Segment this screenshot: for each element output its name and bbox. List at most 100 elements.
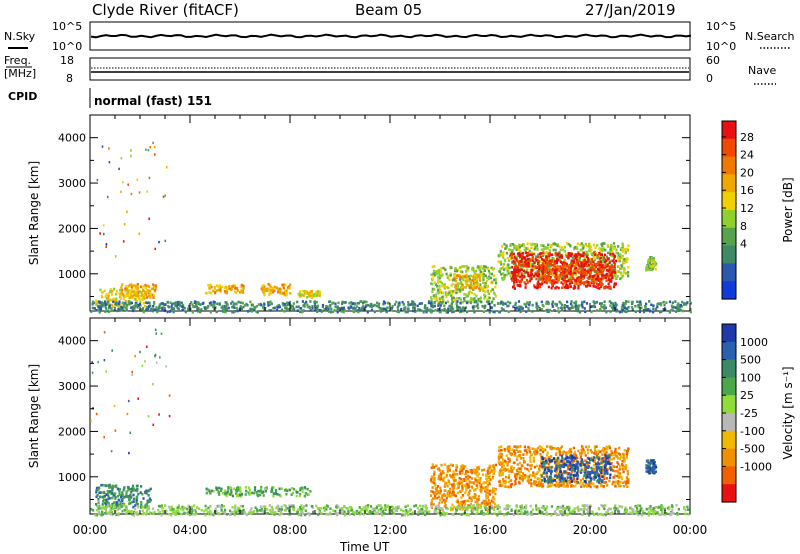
data-cell xyxy=(603,304,606,307)
data-cell xyxy=(585,478,588,482)
data-cell xyxy=(136,489,139,493)
data-cell xyxy=(649,261,652,264)
data-cell xyxy=(433,271,437,274)
data-cell xyxy=(120,190,122,193)
data-cell xyxy=(301,293,304,297)
data-cell xyxy=(614,480,618,484)
data-cell xyxy=(603,457,606,460)
data-cell xyxy=(647,261,650,264)
data-cell xyxy=(505,252,509,255)
data-cell xyxy=(118,305,121,308)
data-cell xyxy=(538,277,541,280)
data-cell xyxy=(131,294,134,298)
data-cell xyxy=(581,277,585,281)
data-cell xyxy=(544,276,547,279)
data-cell xyxy=(501,465,504,469)
data-cell xyxy=(533,261,536,265)
data-cell xyxy=(605,255,609,258)
data-cell xyxy=(153,289,156,293)
data-cell xyxy=(543,478,546,481)
data-cell xyxy=(446,494,450,498)
data-cell xyxy=(612,480,615,484)
data-cell xyxy=(602,258,605,262)
data-cell xyxy=(103,289,106,293)
data-cell xyxy=(494,463,498,467)
data-cell xyxy=(241,284,244,287)
data-cell xyxy=(520,477,523,481)
data-cell xyxy=(114,506,117,509)
data-cell xyxy=(324,308,327,312)
data-cell xyxy=(287,285,290,289)
data-cell xyxy=(624,251,627,255)
data-cell xyxy=(149,293,152,296)
data-cell xyxy=(479,503,482,506)
data-cell xyxy=(476,475,479,478)
data-cell xyxy=(504,485,507,488)
data-cell xyxy=(600,255,603,259)
data-cell xyxy=(156,309,159,312)
data-cell xyxy=(471,481,474,484)
data-cell xyxy=(538,467,541,471)
data-cell xyxy=(149,487,152,491)
data-cell xyxy=(452,473,455,476)
data-cell xyxy=(654,268,657,271)
data-cell xyxy=(648,300,651,303)
data-cell xyxy=(449,265,452,269)
data-cell xyxy=(545,308,548,312)
data-cell xyxy=(330,307,333,311)
data-cell xyxy=(422,310,425,314)
data-cell xyxy=(610,243,613,247)
data-cell xyxy=(225,308,228,311)
data-cell xyxy=(120,286,123,289)
data-cell xyxy=(158,305,161,308)
data-cell xyxy=(438,284,441,288)
data-cell xyxy=(553,308,556,312)
data-cell xyxy=(619,255,622,259)
data-cell xyxy=(274,488,278,492)
data-cell xyxy=(148,285,151,288)
data-cell xyxy=(243,304,246,307)
data-cell xyxy=(311,296,314,299)
data-cell xyxy=(642,308,646,312)
data-cell xyxy=(652,258,656,262)
data-cell xyxy=(533,285,536,289)
data-cell xyxy=(525,448,528,452)
data-cell xyxy=(431,486,434,489)
data-cell xyxy=(613,474,616,478)
data-cell xyxy=(528,257,531,261)
data-cell xyxy=(431,265,434,269)
data-cell xyxy=(124,295,127,298)
data-cell xyxy=(469,286,472,290)
data-cell xyxy=(469,469,472,472)
data-cell xyxy=(134,504,137,507)
data-cell xyxy=(602,276,606,279)
data-cell xyxy=(587,260,591,263)
data-cell xyxy=(593,258,597,262)
data-cell xyxy=(141,492,144,496)
data-cell xyxy=(599,308,602,311)
data-cell xyxy=(431,287,434,291)
data-cell xyxy=(580,265,583,268)
data-cell xyxy=(550,467,553,471)
data-cell xyxy=(125,493,128,496)
data-cell xyxy=(114,255,117,258)
data-cell xyxy=(233,306,236,309)
data-cell xyxy=(457,484,460,487)
data-cell xyxy=(526,252,530,256)
data-cell xyxy=(484,488,487,491)
data-cell xyxy=(207,305,210,308)
data-cell xyxy=(583,253,586,256)
data-cell xyxy=(595,451,598,454)
data-cell xyxy=(127,495,130,499)
data-cell xyxy=(161,302,164,305)
data-cell xyxy=(454,289,457,293)
data-cell xyxy=(486,488,489,491)
data-cell xyxy=(289,304,292,307)
data-cell xyxy=(609,271,612,274)
data-cell xyxy=(550,286,553,290)
data-cell xyxy=(568,482,571,485)
data-cell xyxy=(213,287,217,291)
data-cell xyxy=(508,458,511,461)
data-cell xyxy=(608,286,611,290)
data-cell xyxy=(107,310,111,313)
